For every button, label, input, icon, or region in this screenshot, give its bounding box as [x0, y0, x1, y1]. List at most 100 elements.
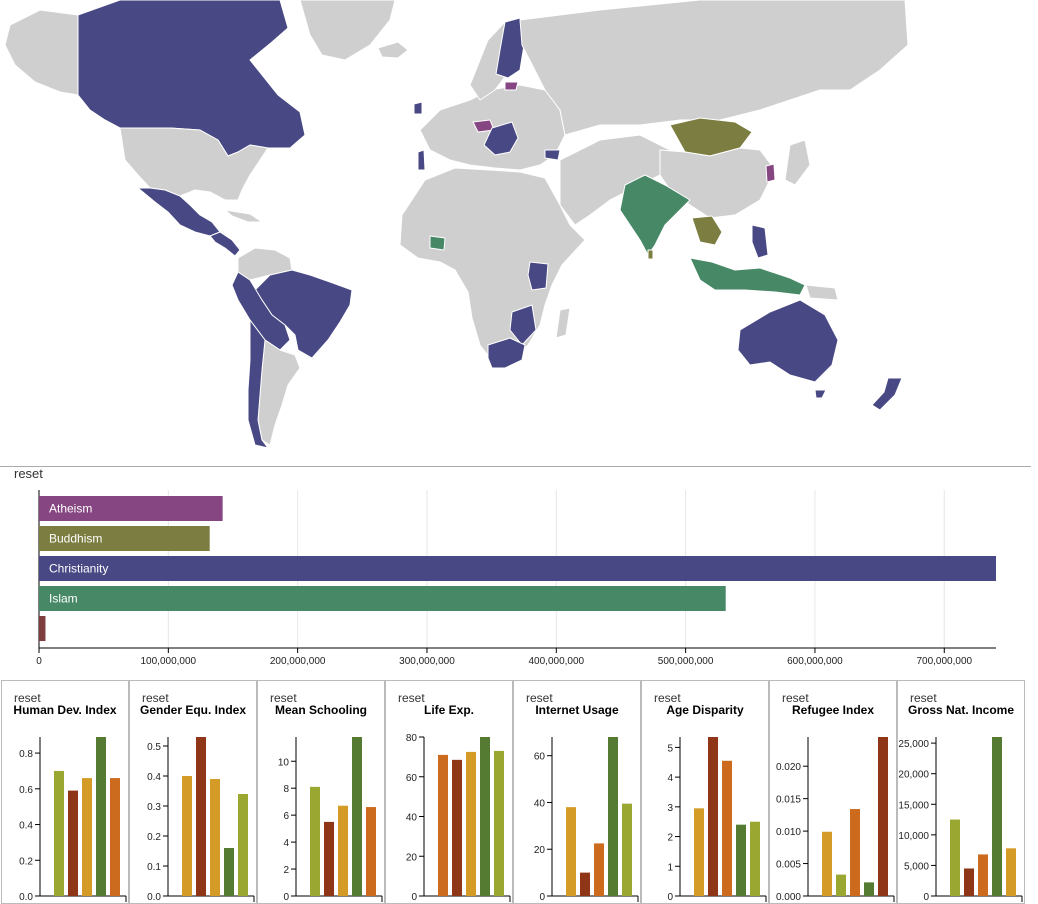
panel-bar[interactable]	[338, 805, 348, 896]
panel-reset-link[interactable]: reset	[910, 691, 937, 705]
panel-bar[interactable]	[310, 786, 320, 896]
world-map-svg[interactable]	[0, 0, 1038, 462]
country-south-africa[interactable]	[487, 337, 526, 369]
country-portugal[interactable]	[417, 149, 426, 171]
country-australia[interactable]	[737, 299, 839, 383]
panel-bar[interactable]	[694, 808, 704, 896]
country-papua[interactable]	[805, 284, 839, 301]
panel-bar[interactable]	[210, 779, 220, 896]
panel-bar[interactable]	[594, 843, 604, 896]
country-new-zealand[interactable]	[871, 377, 903, 411]
panel-bar[interactable]	[196, 737, 206, 896]
panel-tick-label: 0.8	[19, 749, 33, 760]
panel-bar[interactable]	[494, 750, 504, 896]
country-south-korea[interactable]	[765, 163, 776, 183]
country-iceland[interactable]	[377, 41, 409, 59]
country-central-america[interactable]	[209, 231, 241, 257]
panel-bar[interactable]	[836, 874, 846, 896]
panel-bar[interactable]	[708, 737, 718, 896]
panel-bar[interactable]	[182, 776, 192, 896]
panel-reset-link[interactable]: reset	[526, 691, 553, 705]
religion-bar-atheism[interactable]	[39, 496, 223, 521]
country-philippines[interactable]	[751, 224, 769, 259]
panel-bar[interactable]	[736, 824, 746, 896]
panel-reset-link[interactable]: reset	[654, 691, 681, 705]
panel-tick-label: 20,000	[898, 770, 929, 781]
indicator-panel: reset Mean Schooling 0 2 4 6 8 10	[257, 680, 385, 904]
panel-tick-label: 0.1	[147, 862, 161, 873]
panel-reset-link[interactable]: reset	[142, 691, 169, 705]
country-indonesia[interactable]	[689, 257, 806, 296]
panel-bar[interactable]	[54, 770, 64, 896]
country-japan[interactable]	[784, 139, 811, 186]
religion-bar-christianity[interactable]	[39, 556, 996, 581]
panel-bar[interactable]	[580, 872, 590, 896]
country-greece[interactable]	[544, 149, 561, 161]
panel-tick-label: 10	[278, 757, 290, 768]
religion-tick-label: 700,000,000	[916, 656, 972, 667]
country-madagascar[interactable]	[555, 307, 571, 339]
panel-bar[interactable]	[438, 754, 448, 896]
panel-reset-link[interactable]: reset	[782, 691, 809, 705]
country-kenya[interactable]	[527, 261, 549, 291]
country-africa[interactable]	[399, 167, 586, 366]
panel-bar[interactable]	[622, 803, 632, 896]
country-tasmania[interactable]	[814, 389, 827, 399]
country-usa-alaska[interactable]	[4, 9, 79, 96]
panel-reset-link[interactable]: reset	[398, 691, 425, 705]
panel-tick-label: 20	[534, 845, 546, 856]
panel-reset-link[interactable]: reset	[270, 691, 297, 705]
panel-bar[interactable]	[864, 882, 874, 896]
country-ireland[interactable]	[413, 101, 423, 115]
panel-bar[interactable]	[722, 760, 732, 896]
panel-tick-label: 0	[539, 892, 545, 903]
panel-bar[interactable]	[466, 751, 476, 896]
panel-bar[interactable]	[878, 737, 888, 896]
country-caribbean[interactable]	[224, 209, 263, 223]
panel-bar[interactable]	[480, 737, 490, 896]
country-india[interactable]	[619, 174, 691, 256]
country-ghana[interactable]	[429, 235, 446, 251]
country-estonia[interactable]	[504, 81, 519, 91]
country-mozambique[interactable]	[509, 304, 537, 346]
panel-tick-label: 0.010	[776, 827, 801, 838]
panel-bar[interactable]	[352, 737, 362, 896]
panel-bar[interactable]	[850, 809, 860, 896]
country-greenland[interactable]	[299, 0, 396, 61]
panel-bar[interactable]	[566, 807, 576, 896]
world-map[interactable]	[0, 0, 1038, 462]
panel-bar[interactable]	[224, 848, 234, 896]
panel-bar[interactable]	[950, 819, 960, 896]
panel-bar[interactable]	[324, 821, 334, 896]
country-peru[interactable]	[231, 271, 291, 351]
country-chile[interactable]	[247, 319, 269, 449]
country-argentina[interactable]	[257, 339, 301, 446]
panel-bar[interactable]	[964, 868, 974, 896]
country-russia[interactable]	[519, 0, 909, 136]
religion-bar-judaism[interactable]	[39, 616, 46, 641]
panel-bar[interactable]	[68, 790, 78, 896]
country-eastern-europe[interactable]	[483, 121, 519, 156]
country-mexico[interactable]	[137, 187, 221, 237]
panel-bar[interactable]	[82, 778, 92, 896]
panel-bar[interactable]	[238, 794, 248, 896]
country-indochina[interactable]	[691, 215, 723, 246]
religion-bar-buddhism[interactable]	[39, 526, 210, 551]
panel-tick-label: 4	[667, 773, 673, 784]
panel-bar[interactable]	[366, 807, 376, 896]
religion-bar-islam[interactable]	[39, 586, 726, 611]
panel-bar[interactable]	[96, 737, 106, 896]
panel-bar[interactable]	[452, 759, 462, 896]
panel-bar[interactable]	[822, 831, 832, 896]
indicator-panels: reset Human Dev. Index 0.0 0.2 0.4 0.6 0.8 rese…	[0, 680, 1038, 904]
panel-bar[interactable]	[978, 854, 988, 896]
panel-bar[interactable]	[110, 778, 120, 896]
religion-reset-link[interactable]: reset	[14, 466, 43, 481]
panel-bar[interactable]	[1006, 848, 1016, 896]
panel-bar[interactable]	[750, 821, 760, 896]
panel-bar[interactable]	[992, 737, 1002, 896]
panel-reset-link[interactable]: reset	[14, 691, 41, 705]
country-sri-lanka[interactable]	[647, 249, 654, 260]
panel-bar[interactable]	[608, 737, 618, 896]
panel-tick-label: 60	[406, 773, 418, 784]
